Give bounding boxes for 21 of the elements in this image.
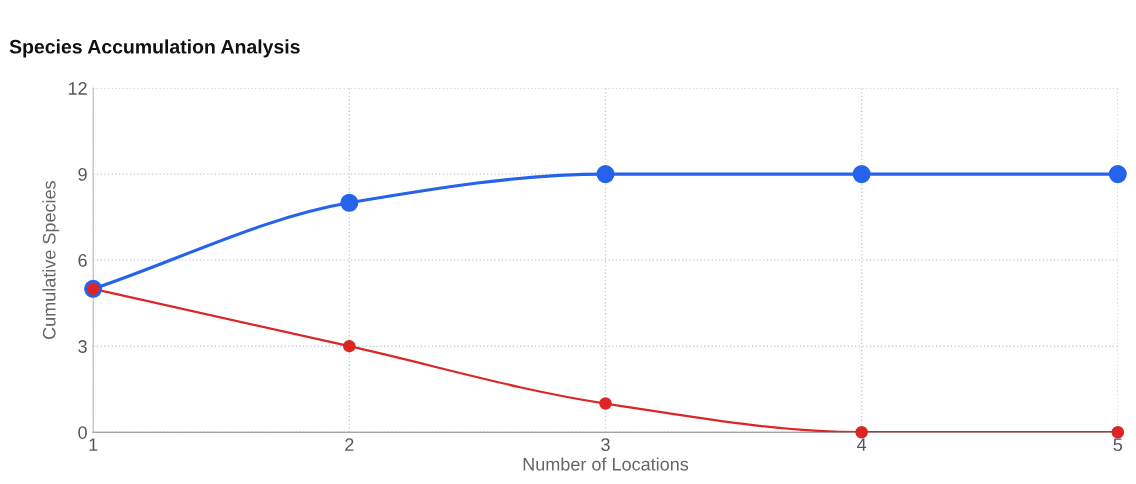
y-tick-label: 6: [78, 254, 87, 267]
y-tick-label: 0: [78, 426, 87, 439]
y-axis-title: Cumulative Species: [42, 181, 60, 340]
point: [1108, 165, 1127, 184]
y-tick-label: 3: [78, 340, 87, 353]
x-tick-label: 3: [601, 438, 610, 452]
point: [343, 339, 356, 353]
point: [1111, 425, 1125, 439]
x-tick-label: 1: [89, 438, 98, 451]
x-tick-label: 4: [857, 438, 867, 451]
x-axis-title: Number of Locations: [523, 457, 689, 471]
point: [340, 193, 359, 212]
x-tick-label: 5: [1113, 438, 1123, 452]
point: [596, 165, 615, 184]
y-tick-label: 12: [68, 82, 87, 95]
point: [599, 397, 612, 410]
y-tick-label: 9: [78, 168, 87, 181]
point: [855, 425, 868, 439]
chart-title: Species Accumulation Analysis: [9, 39, 300, 58]
x-tick-label: 2: [345, 438, 354, 451]
point: [852, 165, 871, 184]
